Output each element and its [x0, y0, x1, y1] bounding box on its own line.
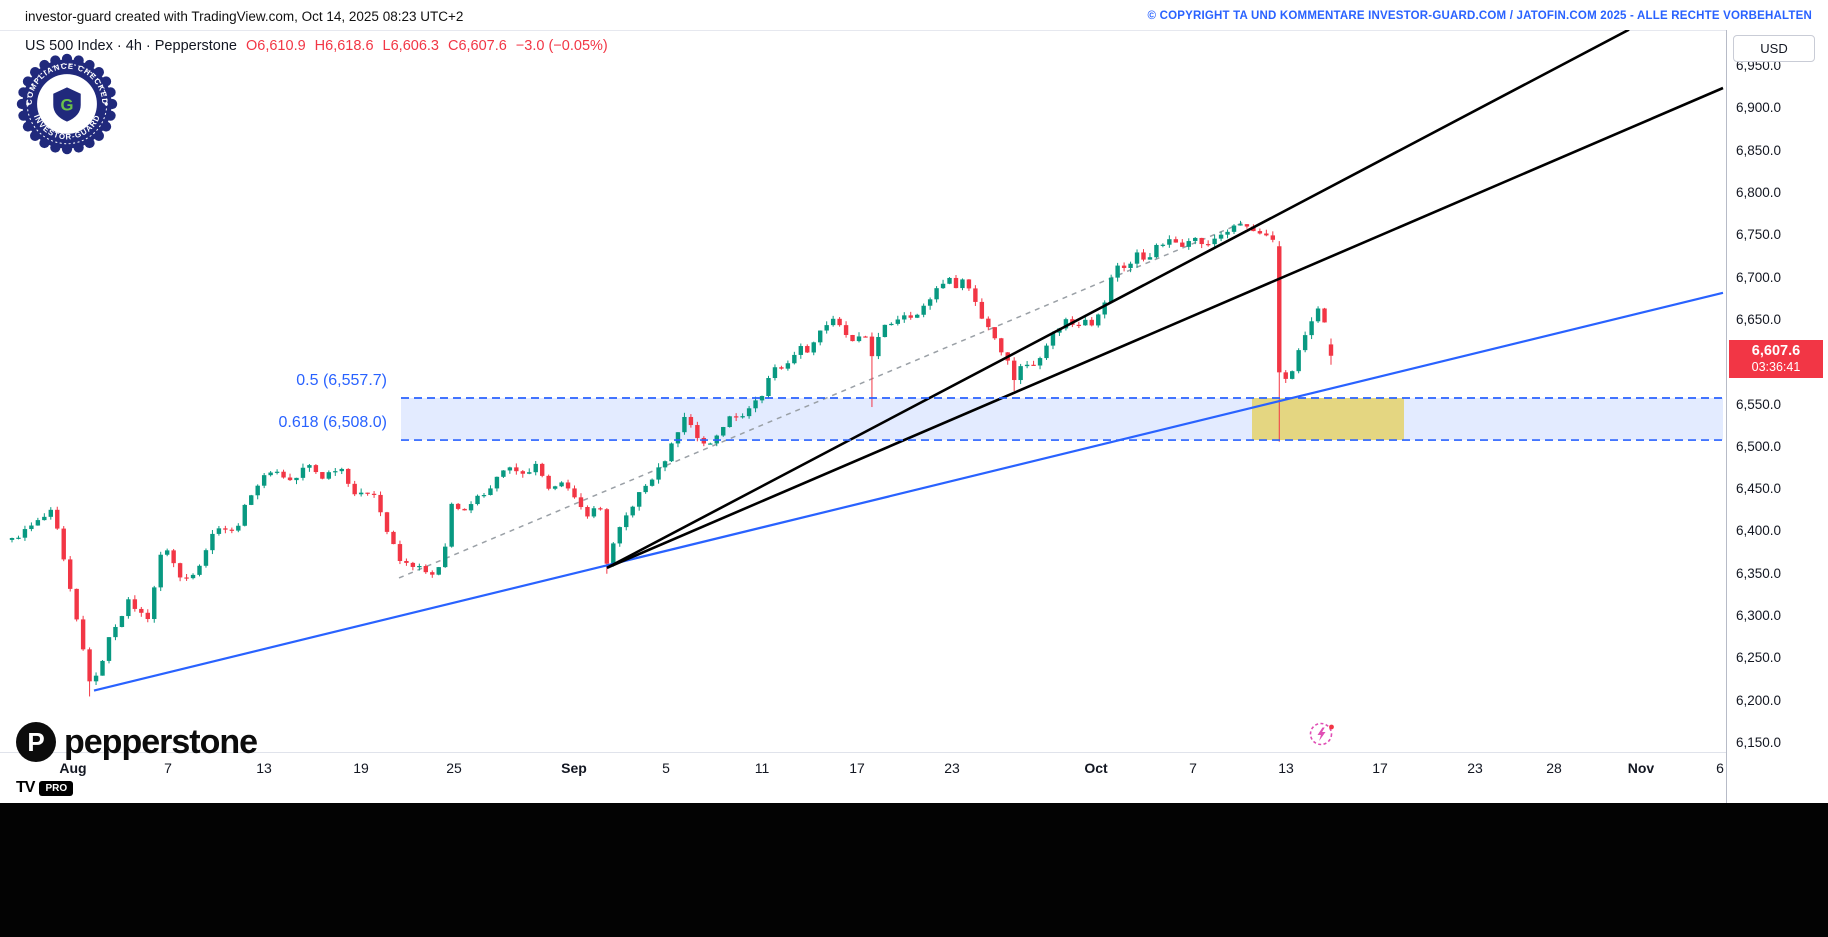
time-tick-label: 5 — [662, 760, 670, 776]
time-tick-label: 28 — [1546, 760, 1562, 776]
last-price-label: 6,607.6 03:36:41 — [1729, 340, 1823, 378]
accelerated-trendline-inner — [606, 86, 1724, 570]
ohlc-change: −3.0 (−0.05%) — [515, 38, 608, 54]
time-tick-label: Nov — [1627, 760, 1655, 776]
candles — [9, 220, 1334, 697]
plot-area — [9, 30, 1724, 697]
currency-button[interactable]: USD — [1733, 35, 1815, 62]
tradingview-logo-icon: TV — [16, 779, 35, 796]
time-tick-label: 23 — [1467, 760, 1483, 776]
pepperstone-logo-icon: P — [16, 722, 56, 762]
ohlc-open: O6,610.9 — [246, 38, 306, 54]
price-tick-label: 6,550.0 — [1736, 396, 1782, 412]
time-axis[interactable]: Aug 7 13 19 25 Sep 5 11 17 23 Oct 7 13 17 23 28 Nov 6 — [0, 752, 1828, 804]
price-tick-label: 6,750.0 — [1736, 227, 1782, 243]
header-divider — [0, 30, 1828, 31]
price-tick-label: 6,250.0 — [1736, 650, 1782, 666]
event-marker-icon[interactable] — [1308, 720, 1336, 748]
accelerated-trendline-outer — [606, 30, 1630, 569]
price-tick-label: 6,150.0 — [1736, 735, 1782, 750]
tradingview-pro-badge: PRO — [39, 780, 74, 796]
pepperstone-logo[interactable]: P pepperstone — [16, 722, 258, 762]
fib-level-0.618-label: 0.618 (6,508.0) — [278, 414, 387, 431]
copyright-text: © COPYRIGHT TA UND KOMMENTARE INVESTOR-G… — [1147, 10, 1812, 22]
ohlc-low: L6,606.3 — [382, 38, 439, 54]
fib-level-0.5-label: 0.5 (6,557.7) — [296, 372, 387, 389]
price-tick-label: 6,450.0 — [1736, 481, 1782, 497]
ohlc-close: C6,607.6 — [447, 38, 507, 54]
time-tick-label: 23 — [944, 760, 960, 776]
price-tick-label: 6,700.0 — [1736, 269, 1782, 285]
footer-bar — [0, 803, 1828, 937]
time-tick-label: 13 — [1278, 760, 1294, 776]
time-tick-label: 11 — [754, 760, 770, 776]
ohlc-high: H6,618.6 — [314, 38, 374, 54]
bar-countdown: 03:36:41 — [1751, 360, 1801, 375]
time-tick-label: 17 — [849, 760, 865, 776]
tradingview-logo[interactable]: TV PRO — [16, 779, 74, 797]
last-price-value: 6,607.6 — [1751, 343, 1801, 360]
price-tick-label: 6,850.0 — [1736, 142, 1782, 158]
time-tick-label: 6 — [1716, 760, 1724, 776]
pepperstone-wordmark: pepperstone — [64, 722, 258, 761]
attribution-text: investor-guard created with TradingView.… — [25, 9, 464, 24]
time-tick-label: 25 — [446, 760, 462, 776]
price-tick-label: 6,300.0 — [1736, 608, 1782, 624]
time-tick-label: Oct — [1084, 760, 1108, 776]
fib-zone-fill — [401, 397, 1723, 441]
price-axis[interactable]: USD 6,607.6 03:36:41 6,950.0 6,900.0 6,850… — [1726, 30, 1828, 803]
price-tick-label: 6,900.0 — [1736, 100, 1782, 116]
price-tick-label: 6,500.0 — [1736, 438, 1782, 454]
time-tick-label: Sep — [561, 760, 587, 776]
time-tick-label: Aug — [59, 760, 87, 776]
price-tick-label: 6,800.0 — [1736, 184, 1782, 200]
time-tick-label: 7 — [164, 760, 172, 776]
time-tick-label: 13 — [256, 760, 272, 776]
symbol-title[interactable]: US 500 Index · 4h · Pepperstone — [25, 38, 237, 54]
channel-dashed-gray — [398, 221, 1246, 579]
price-tick-label: 6,400.0 — [1736, 523, 1782, 539]
price-tick-label: 6,650.0 — [1736, 311, 1782, 327]
price-tick-label: 6,200.0 — [1736, 692, 1782, 708]
time-tick-label: 19 — [353, 760, 369, 776]
time-tick-label: 7 — [1189, 760, 1197, 776]
time-tick-label: 17 — [1372, 760, 1388, 776]
highlight-zone — [1252, 397, 1404, 441]
price-tick-label: 6,350.0 — [1736, 565, 1782, 581]
currency-label: USD — [1760, 41, 1788, 56]
symbol-legend[interactable]: US 500 Index · 4h · Pepperstone O6,610.9… — [25, 38, 608, 54]
badge-shield-icon — [53, 87, 81, 122]
uptrend-support-blue — [93, 291, 1724, 692]
compliance-badge-icon: COMPLIANCE CHECKED INVESTOR-GUARD G — [16, 53, 118, 155]
badge-monogram: G — [61, 95, 74, 114]
